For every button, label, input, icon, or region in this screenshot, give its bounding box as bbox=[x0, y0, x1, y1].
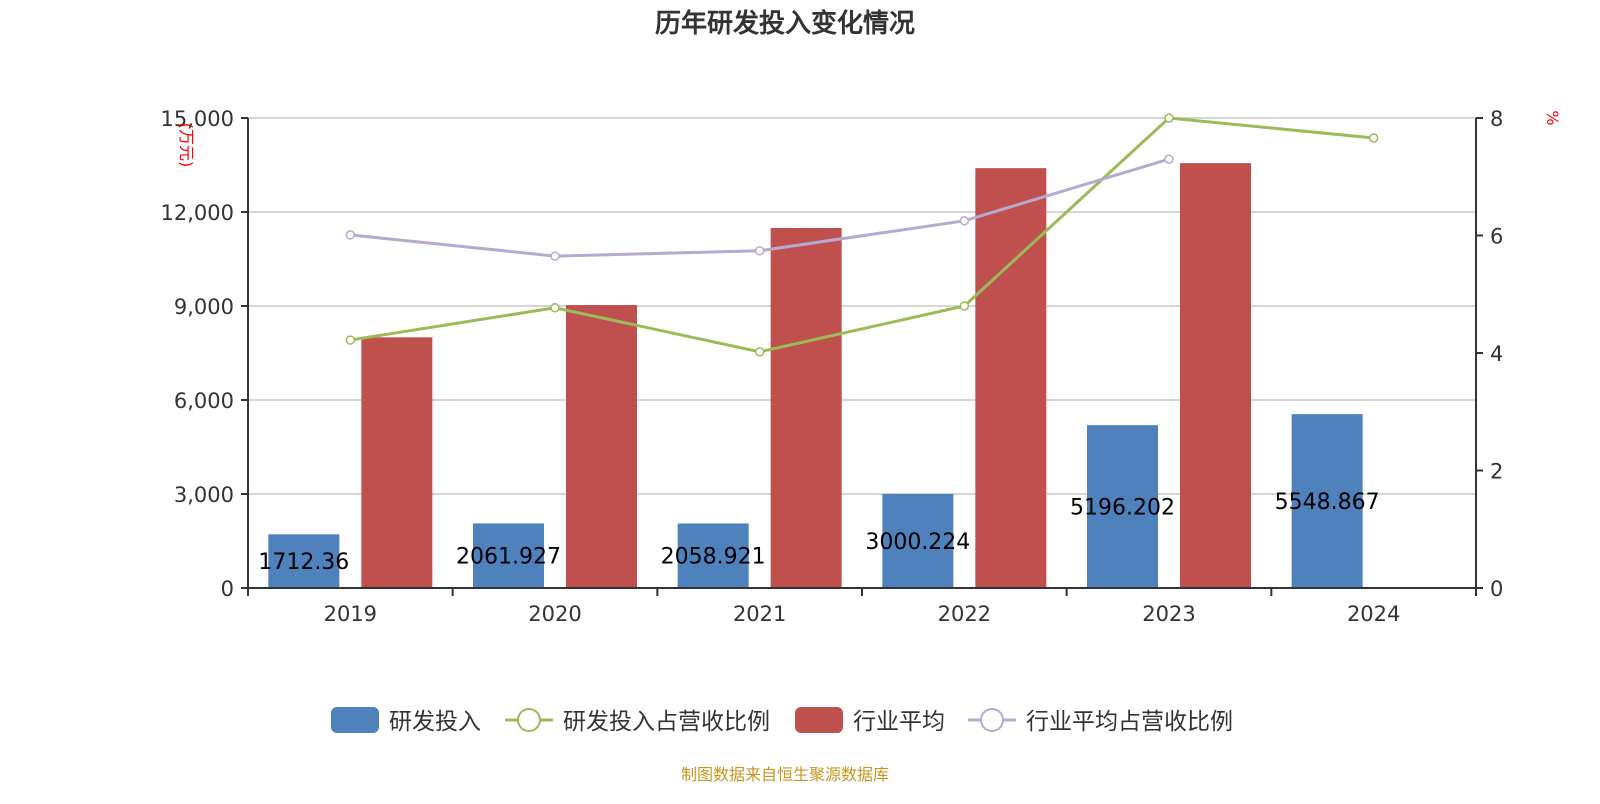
bar-rd-2021 bbox=[677, 523, 749, 588]
legend-item-label[interactable]: 行业平均占营收比例 bbox=[1026, 709, 1233, 735]
y-left-tick-label: 15,000 bbox=[161, 107, 234, 131]
bar-rd-2020 bbox=[473, 523, 544, 588]
line-point bbox=[550, 303, 560, 313]
bar-industry-2022 bbox=[975, 168, 1047, 588]
legend-item-label[interactable]: 行业平均 bbox=[853, 709, 945, 735]
lines bbox=[345, 113, 1379, 357]
y-right-tick-label: 6 bbox=[1490, 225, 1503, 249]
y-right-tick-label: 8 bbox=[1490, 107, 1503, 131]
footer-source: 制图数据来自恒生聚源数据库 bbox=[681, 765, 889, 784]
line-point bbox=[1164, 154, 1174, 164]
bar-industry-2020 bbox=[566, 305, 637, 588]
line-point bbox=[754, 347, 765, 357]
bar-rd-2022 bbox=[882, 493, 954, 588]
axes: 0 3,000 6,000 9,000 12,000 15,000 0 2 4 6 8 2019 202… bbox=[161, 107, 1504, 626]
bar-rd-2019 bbox=[268, 534, 340, 588]
x-tick-label: 2024 bbox=[1347, 602, 1400, 626]
y-left-tick-label: 3,000 bbox=[174, 483, 234, 507]
x-tick-label: 2020 bbox=[528, 602, 581, 626]
line-point bbox=[754, 246, 765, 256]
x-tick-label: 2023 bbox=[1142, 602, 1195, 626]
legend-bar-swatch-icon bbox=[331, 707, 379, 733]
y-right-tick-label: 0 bbox=[1490, 577, 1503, 601]
bar-data-label: 2058.921 bbox=[661, 545, 766, 570]
y-left-tick-label: 9,000 bbox=[174, 295, 234, 319]
y-left-axis-label: (万元) bbox=[177, 123, 196, 168]
line-point bbox=[959, 216, 970, 226]
x-tick-label: 2022 bbox=[938, 602, 991, 626]
bar-industry-2021 bbox=[770, 227, 842, 589]
bar-rd-2024 bbox=[1291, 414, 1363, 588]
line-point bbox=[550, 251, 560, 261]
bar-industry-2019 bbox=[361, 337, 433, 588]
bar-rd-2023 bbox=[1087, 425, 1158, 588]
line-point bbox=[345, 230, 356, 240]
y-right-axis-label: % bbox=[1543, 110, 1562, 125]
legend-marker-icon bbox=[517, 708, 541, 732]
chart-title: 历年研发投入变化情况 bbox=[655, 8, 915, 39]
legend-item-label[interactable]: 研发投入占营收比例 bbox=[563, 709, 770, 735]
bar-data-label: 5548.867 bbox=[1275, 490, 1380, 515]
line-point bbox=[1368, 133, 1379, 143]
legend: 研发投入 研发投入占营收比例 行业平均 行业平均占营收比例 bbox=[331, 707, 1233, 735]
grid bbox=[248, 117, 1476, 495]
line-point bbox=[959, 301, 970, 311]
bar-data-label: 1712.36 bbox=[258, 550, 349, 575]
line-point bbox=[345, 335, 356, 345]
x-tick-label: 2019 bbox=[324, 602, 377, 626]
bar-data-label: 3000.224 bbox=[865, 530, 970, 555]
y-right-tick-label: 4 bbox=[1490, 342, 1503, 366]
bar-data-label: 5196.202 bbox=[1070, 496, 1175, 521]
line-series-0 bbox=[350, 116, 1374, 354]
legend-bar-swatch-icon bbox=[795, 707, 843, 733]
y-left-tick-label: 0 bbox=[221, 577, 234, 601]
line-point bbox=[1164, 113, 1174, 123]
bar-industry-2023 bbox=[1180, 163, 1251, 588]
bar-data-label: 2061.927 bbox=[456, 545, 561, 570]
y-right-tick-label: 2 bbox=[1490, 460, 1503, 484]
x-tick-label: 2021 bbox=[733, 602, 786, 626]
bars bbox=[268, 163, 1363, 589]
legend-item-label[interactable]: 研发投入 bbox=[389, 709, 481, 735]
data-labels: 1712.36 2061.927 2058.921 3000.224 5196.202 5… bbox=[258, 490, 1379, 575]
y-left-tick-label: 12,000 bbox=[161, 201, 234, 225]
y-left-tick-label: 6,000 bbox=[174, 389, 234, 413]
legend-marker-icon bbox=[980, 708, 1004, 732]
